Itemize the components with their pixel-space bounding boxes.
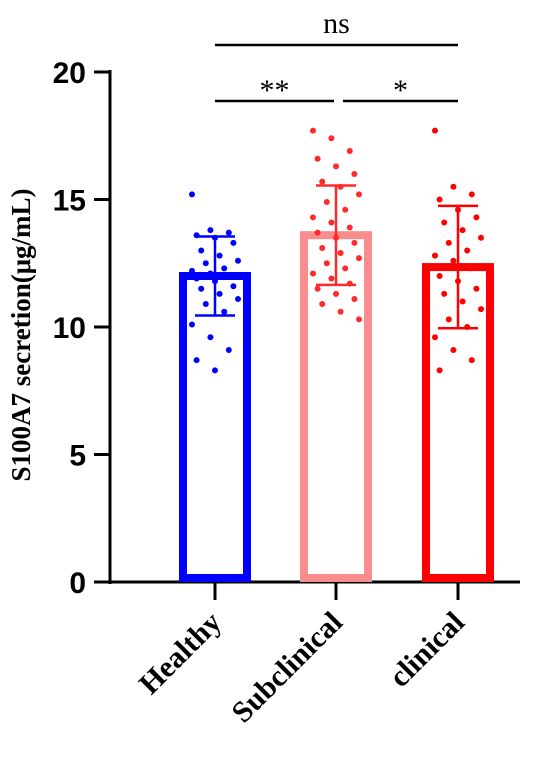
data-point — [441, 219, 448, 226]
data-point — [235, 295, 241, 302]
data-point — [356, 191, 362, 198]
data-point — [342, 265, 349, 272]
data-point — [216, 252, 223, 259]
data-point — [225, 229, 232, 236]
data-point — [450, 257, 457, 264]
data-point — [473, 214, 480, 221]
data-point — [337, 308, 344, 315]
data-point — [333, 163, 339, 170]
data-point — [207, 334, 214, 341]
data-point — [207, 270, 214, 277]
data-point — [193, 275, 200, 282]
data-point — [328, 275, 335, 282]
significance-label: ** — [260, 74, 290, 107]
data-point — [198, 247, 205, 254]
error-bars — [195, 184, 478, 330]
data-point — [432, 127, 438, 134]
data-point — [310, 214, 316, 221]
data-point — [436, 273, 443, 279]
data-point — [468, 191, 475, 198]
data-point — [346, 148, 353, 155]
data-point — [445, 239, 452, 246]
data-point — [221, 265, 228, 272]
data-point — [356, 255, 362, 262]
data-point — [441, 290, 448, 297]
bar-healthy — [179, 272, 251, 582]
data-point — [216, 290, 223, 297]
data-point — [351, 239, 358, 246]
data-point — [468, 265, 475, 272]
data-point — [310, 127, 316, 134]
data-point — [323, 260, 330, 267]
x-tick-label: Healthy — [133, 606, 228, 701]
data-point — [319, 244, 326, 251]
y-axis-label: S100A7 secretion(μg/mL) — [6, 188, 36, 481]
data-point — [351, 171, 358, 177]
data-point — [319, 178, 326, 185]
data-point — [225, 273, 232, 279]
significance-annotations: ** *ns — [215, 7, 458, 107]
data-point — [314, 155, 321, 162]
significance-label: * — [393, 74, 408, 107]
bars — [179, 231, 494, 582]
data-point — [328, 135, 335, 142]
data-point — [346, 224, 353, 231]
data-points — [189, 127, 484, 374]
y-tick-label: 10 — [53, 312, 86, 345]
data-point — [193, 357, 200, 364]
y-tick-label: 20 — [53, 57, 86, 90]
data-point — [351, 295, 358, 302]
data-point — [459, 298, 466, 305]
data-point — [464, 247, 471, 254]
data-point — [445, 316, 452, 323]
data-point — [207, 227, 214, 234]
data-point — [459, 227, 466, 234]
data-point — [235, 257, 241, 264]
data-point — [202, 260, 209, 267]
data-point — [189, 321, 195, 328]
data-point — [230, 239, 237, 246]
data-point — [432, 334, 438, 341]
data-point — [333, 290, 339, 297]
data-point — [189, 191, 195, 198]
data-point — [328, 219, 335, 226]
y-tick-label: 0 — [69, 567, 86, 600]
data-point — [478, 234, 484, 241]
data-point — [319, 301, 326, 308]
data-point — [468, 357, 475, 364]
data-point — [189, 267, 195, 274]
data-point — [314, 229, 321, 236]
y-tick-label: 15 — [53, 185, 86, 218]
x-tick-label: Subclinical — [225, 606, 349, 730]
data-point — [356, 316, 362, 323]
data-point — [221, 308, 228, 315]
data-point — [212, 367, 218, 374]
bar-subclinical — [300, 231, 372, 582]
data-point — [436, 367, 443, 374]
data-point — [337, 250, 344, 257]
y-tick-label: 5 — [69, 440, 86, 473]
data-point — [198, 285, 205, 292]
data-point — [342, 206, 349, 213]
data-point — [450, 346, 457, 353]
data-point — [310, 270, 316, 277]
data-point — [314, 285, 321, 292]
data-point — [450, 183, 457, 190]
data-point — [432, 252, 438, 259]
data-point — [478, 306, 484, 313]
data-point — [323, 199, 330, 206]
data-point — [202, 301, 209, 308]
significance-label: ns — [323, 7, 350, 40]
data-point — [225, 346, 232, 353]
data-point — [473, 285, 480, 292]
data-point — [230, 283, 237, 290]
data-point — [436, 196, 443, 203]
x-tick-label: clinical — [383, 606, 471, 694]
